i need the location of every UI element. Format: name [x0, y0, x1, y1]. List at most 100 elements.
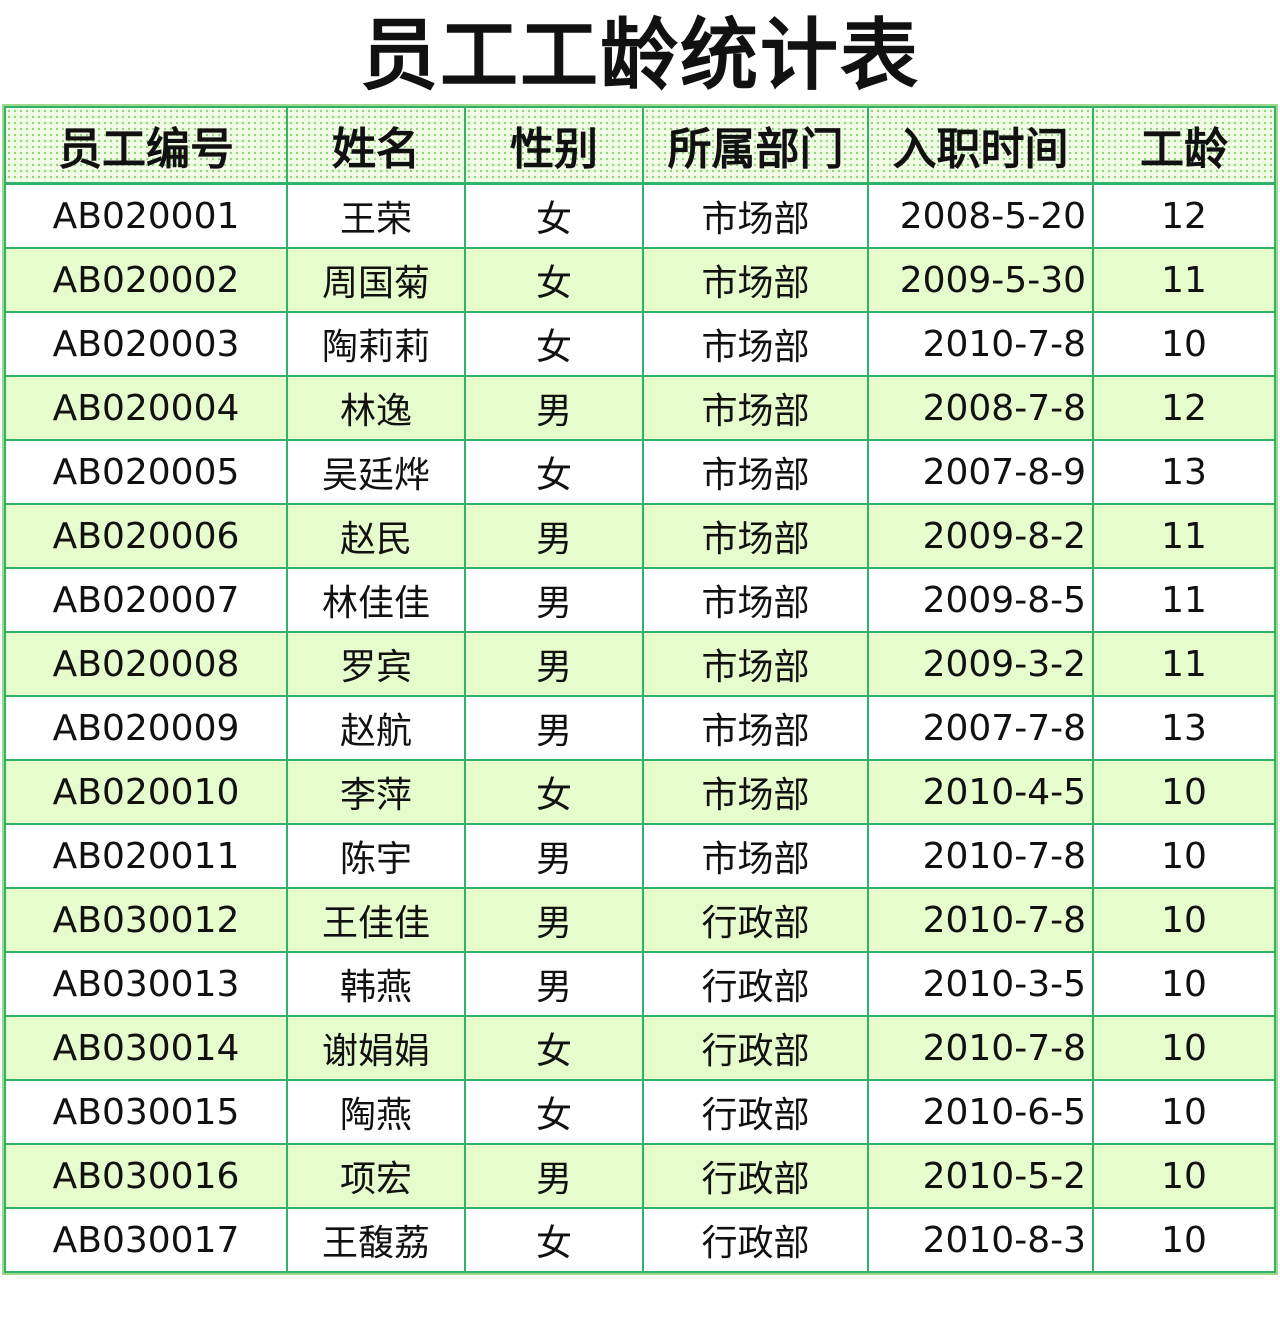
gender-cell: 女	[464, 439, 644, 505]
hire-date-cell: 2010-7-8	[867, 311, 1094, 377]
tenure-cell: 11	[1092, 631, 1276, 697]
table-row: AB030013 韩燕男行政部 2010-3-5 10	[4, 951, 1276, 1017]
table-row: AB020008 罗宾男市场部 2009-3-2 11	[4, 631, 1276, 697]
gender-cell: 男	[464, 887, 644, 953]
name-cell: 陈宇	[286, 823, 466, 889]
name-cell: 赵民	[286, 503, 466, 569]
column-header-gender: 性别	[464, 106, 644, 185]
gender-cell: 男	[464, 375, 644, 441]
table-row: AB020002 周国菊女市场部 2009-5-30 11	[4, 247, 1276, 313]
employee-id-cell: AB020003	[4, 311, 288, 377]
department-cell: 行政部	[642, 1079, 869, 1145]
department-cell: 行政部	[642, 1207, 869, 1273]
table-row: AB030014 谢娟娟女行政部 2010-7-8 10	[4, 1015, 1276, 1081]
tenure-cell: 11	[1092, 567, 1276, 633]
name-cell: 韩燕	[286, 951, 466, 1017]
employee-id-cell: AB020006	[4, 503, 288, 569]
table-row: AB030012 王佳佳男行政部 2010-7-8 10	[4, 887, 1276, 953]
gender-cell: 女	[464, 182, 644, 249]
employee-id-cell: AB030014	[4, 1015, 288, 1081]
column-header-employee-id: 员工编号	[4, 106, 288, 185]
employee-id-cell: AB020004	[4, 375, 288, 441]
tenure-cell: 11	[1092, 247, 1276, 313]
hire-date-cell: 2010-7-8	[867, 887, 1094, 953]
gender-cell: 女	[464, 1207, 644, 1273]
table-row: AB020010 李萍女市场部 2010-4-5 10	[4, 759, 1276, 825]
tenure-cell: 10	[1092, 823, 1276, 889]
department-cell: 行政部	[642, 887, 869, 953]
tenure-cell: 13	[1092, 695, 1276, 761]
name-cell: 陶莉莉	[286, 311, 466, 377]
hire-date-cell: 2009-8-2	[867, 503, 1094, 569]
department-cell: 行政部	[642, 1143, 869, 1209]
department-cell: 行政部	[642, 1015, 869, 1081]
tenure-cell: 10	[1092, 1079, 1276, 1145]
hire-date-cell: 2010-3-5	[867, 951, 1094, 1017]
hire-date-cell: 2008-7-8	[867, 375, 1094, 441]
hire-date-cell: 2009-8-5	[867, 567, 1094, 633]
department-cell: 市场部	[642, 375, 869, 441]
hire-date-cell: 2010-8-3	[867, 1207, 1094, 1273]
tenure-cell: 12	[1092, 182, 1276, 249]
hire-date-cell: 2010-5-2	[867, 1143, 1094, 1209]
tenure-cell: 10	[1092, 311, 1276, 377]
table-row: AB020006 赵民男市场部 2009-8-2 11	[4, 503, 1276, 569]
gender-cell: 女	[464, 311, 644, 377]
tenure-cell: 10	[1092, 1207, 1276, 1273]
employee-id-cell: AB030017	[4, 1207, 288, 1273]
page-title: 员工工龄统计表	[359, 10, 920, 101]
gender-cell: 男	[464, 823, 644, 889]
employee-id-cell: AB030012	[4, 887, 288, 953]
employee-id-cell: AB020008	[4, 631, 288, 697]
name-cell: 林佳佳	[286, 567, 466, 633]
department-cell: 市场部	[642, 311, 869, 377]
hire-date-cell: 2010-7-8	[867, 1015, 1094, 1081]
table-row: AB020004 林逸男市场部 2008-7-8 12	[4, 375, 1276, 441]
gender-cell: 男	[464, 695, 644, 761]
header-row: 员工编号 姓名 性别 所属部门 入职时间 工龄	[4, 106, 1276, 185]
employee-id-cell: AB020009	[4, 695, 288, 761]
table-body: AB020001 王荣女市场部 2008-5-20 12 AB020002 周国菊女市场部…	[4, 182, 1276, 1273]
tenure-cell: 12	[1092, 375, 1276, 441]
hire-date-cell: 2007-7-8	[867, 695, 1094, 761]
hire-date-cell: 2008-5-20	[867, 182, 1094, 249]
department-cell: 市场部	[642, 247, 869, 313]
tenure-cell: 10	[1092, 759, 1276, 825]
hire-date-cell: 2010-6-5	[867, 1079, 1094, 1145]
table-row: AB020005 吴廷烨女市场部 2007-8-9 13	[4, 439, 1276, 505]
employee-id-cell: AB020011	[4, 823, 288, 889]
table-row: AB020009 赵航男市场部 2007-7-8 13	[4, 695, 1276, 761]
table-row: AB030015 陶燕女行政部 2010-6-5 10	[4, 1079, 1276, 1145]
tenure-cell: 11	[1092, 503, 1276, 569]
employee-id-cell: AB020010	[4, 759, 288, 825]
column-header-name: 姓名	[286, 106, 466, 185]
tenure-cell: 10	[1092, 1143, 1276, 1209]
name-cell: 王佳佳	[286, 887, 466, 953]
gender-cell: 男	[464, 951, 644, 1017]
employee-id-cell: AB030015	[4, 1079, 288, 1145]
department-cell: 市场部	[642, 503, 869, 569]
gender-cell: 女	[464, 247, 644, 313]
name-cell: 项宏	[286, 1143, 466, 1209]
employee-id-cell: AB030016	[4, 1143, 288, 1209]
hire-date-cell: 2010-7-8	[867, 823, 1094, 889]
tenure-cell: 13	[1092, 439, 1276, 505]
hire-date-cell: 2009-5-30	[867, 247, 1094, 313]
column-header-department: 所属部门	[642, 106, 869, 185]
name-cell: 王馥荔	[286, 1207, 466, 1273]
gender-cell: 男	[464, 1143, 644, 1209]
name-cell: 罗宾	[286, 631, 466, 697]
table-row: AB020007 林佳佳男市场部 2009-8-5 11	[4, 567, 1276, 633]
name-cell: 王荣	[286, 182, 466, 249]
hire-date-cell: 2009-3-2	[867, 631, 1094, 697]
gender-cell: 男	[464, 567, 644, 633]
name-cell: 吴廷烨	[286, 439, 466, 505]
department-cell: 市场部	[642, 759, 869, 825]
table-row: AB030016 项宏男行政部 2010-5-2 10	[4, 1143, 1276, 1209]
department-cell: 市场部	[642, 631, 869, 697]
gender-cell: 男	[464, 631, 644, 697]
department-cell: 市场部	[642, 567, 869, 633]
department-cell: 市场部	[642, 695, 869, 761]
department-cell: 市场部	[642, 182, 869, 249]
gender-cell: 女	[464, 1079, 644, 1145]
